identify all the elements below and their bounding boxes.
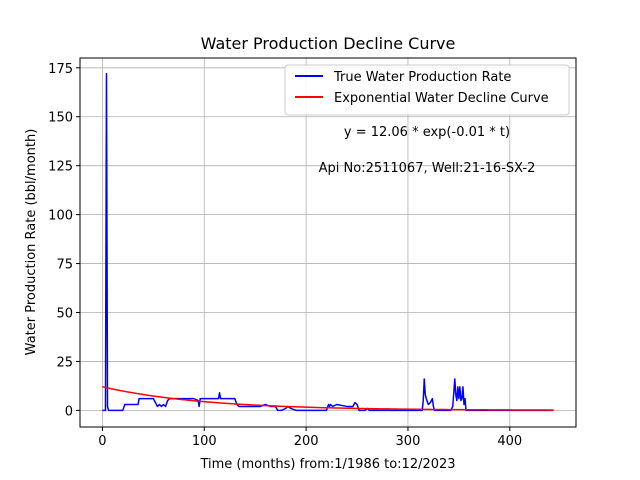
axes: 0 100 200 300 400 0 25 50 75 100 125 150 175 <box>48 62 522 449</box>
series-line-true-rate <box>102 72 554 412</box>
legend-box <box>284 64 570 116</box>
well-annotation: Api No:2511067, Well:21-16-SX-2 <box>319 161 536 176</box>
chart-title: Water Production Decline Curve <box>201 34 456 53</box>
equation-annotation: y = 12.06 * exp(-0.01 * t) <box>344 125 510 140</box>
plot-series <box>102 72 554 412</box>
plot-frame <box>79 57 577 428</box>
y-tick-label: 175 <box>48 62 73 77</box>
y-tick-label: 50 <box>56 306 73 321</box>
x-tick-label: 0 <box>98 434 106 449</box>
y-tick-label: 0 <box>65 404 73 419</box>
legend: True Water Production Rate Exponential W… <box>284 64 570 116</box>
y-tick-label: 25 <box>56 355 73 370</box>
y-axis-label: Water Production Rate (bbl/month) <box>24 129 39 356</box>
x-tick-label: 200 <box>294 434 319 449</box>
y-tick-label: 75 <box>56 258 73 273</box>
x-axis-label: Time (months) from:1/1986 to:12/2023 <box>199 457 455 472</box>
y-tick-label: 125 <box>48 160 73 175</box>
series-line-decline-curve <box>102 386 554 411</box>
x-tick-label: 100 <box>192 434 217 449</box>
y-tick-label: 100 <box>48 209 73 224</box>
y-tick-label: 150 <box>48 111 73 126</box>
legend-label-true-rate: True Water Production Rate <box>333 70 511 85</box>
x-tick-label: 400 <box>497 434 522 449</box>
x-tick-label: 300 <box>396 434 421 449</box>
legend-label-decline-curve: Exponential Water Decline Curve <box>334 91 549 106</box>
